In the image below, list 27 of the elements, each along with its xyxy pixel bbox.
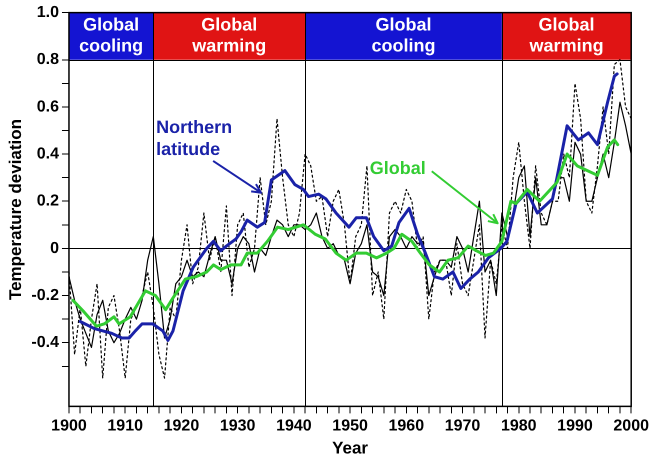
x-tick-label: 1920 — [164, 417, 200, 434]
x-tick-label: 1980 — [500, 417, 537, 434]
y-tick-label: -0.2 — [31, 286, 60, 304]
x-tick-label: 1950 — [332, 417, 368, 434]
y-axis-title: Temperature deviation — [6, 118, 25, 300]
x-tick-label: 1930 — [220, 417, 256, 434]
x-tick-label: 1960 — [388, 417, 424, 434]
band-label: Global warming — [528, 14, 604, 56]
band-label: Global cooling — [372, 14, 436, 56]
y-tick-label: -0.4 — [31, 334, 60, 352]
x-tick-label: 1900 — [51, 417, 87, 434]
band-label: Global warming — [191, 14, 266, 56]
y-tick-label: 0.8 — [36, 51, 60, 68]
y-tick-label: 0.6 — [36, 98, 60, 116]
x-tick-label: 1910 — [107, 417, 144, 434]
y-tick-label: 1.0 — [36, 4, 60, 22]
x-tick-label: 1990 — [557, 417, 593, 434]
y-tick-label: 0.4 — [36, 145, 60, 162]
x-axis-title: Year — [332, 438, 368, 458]
x-tick-label: 1970 — [444, 417, 480, 434]
x-tick-label: 1940 — [276, 417, 312, 434]
y-tick-label: 0 — [50, 240, 60, 257]
y-tick-label: 0.2 — [36, 192, 60, 210]
text: Global — [370, 158, 426, 178]
band-label: Global cooling — [79, 14, 144, 56]
x-tick-label: 2000 — [613, 417, 650, 434]
text: Northern latitude — [156, 116, 232, 159]
